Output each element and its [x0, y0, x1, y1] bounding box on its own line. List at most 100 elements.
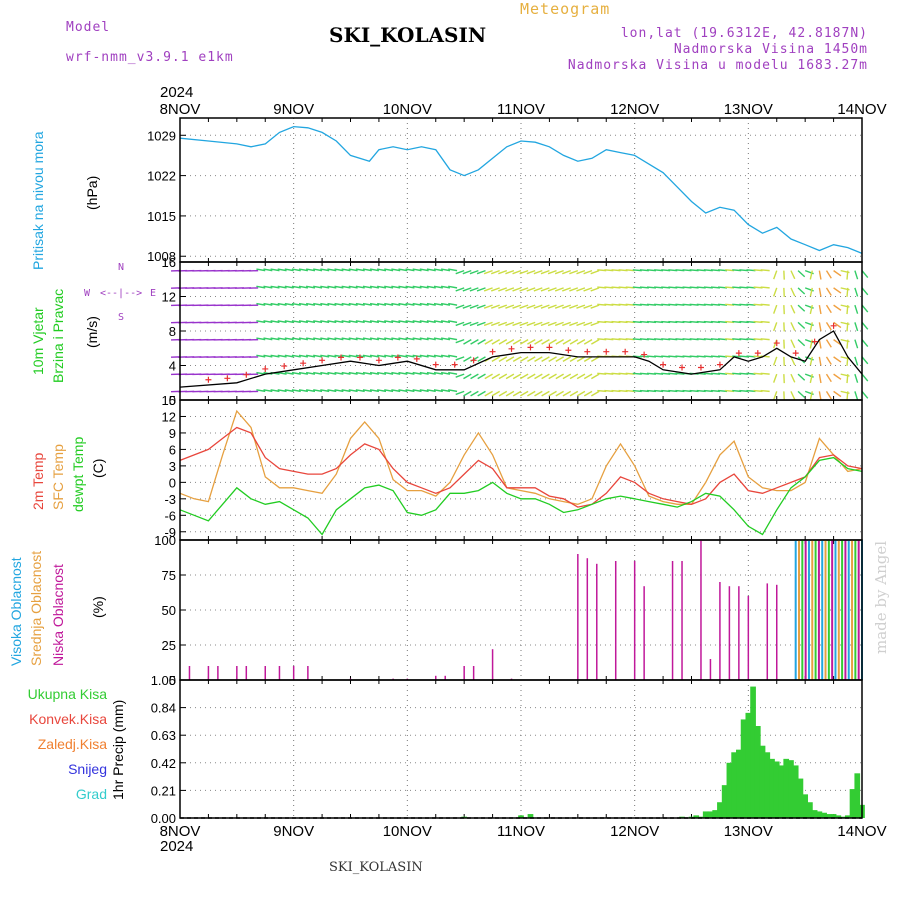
wind-barb [512, 287, 522, 292]
precip-bar [750, 686, 756, 818]
wind-barb [790, 356, 796, 366]
wind-barb [412, 302, 422, 306]
legend-total-rain: Ukupna Kisa [27, 686, 107, 702]
wind-barb [534, 390, 543, 397]
wind-barb [825, 373, 832, 383]
wind-barb [833, 321, 842, 329]
wind-barb [426, 320, 436, 324]
wind-barb [419, 337, 429, 341]
wind-barb [313, 354, 323, 358]
wind-barb [818, 339, 822, 349]
wind-barb [284, 268, 294, 272]
wind-barb [455, 338, 465, 344]
dewpt-line [179, 456, 863, 536]
wind-barb [534, 356, 543, 362]
temperature-ytick-label: 0 [169, 475, 176, 490]
wind-barb [760, 269, 770, 272]
wind-barb [470, 390, 479, 397]
wind-barb [498, 304, 508, 309]
wind-barb [590, 321, 600, 327]
wind-barb [591, 339, 600, 345]
wind-barb [854, 270, 859, 280]
wind-gust-mark [489, 348, 496, 355]
wind-barb [355, 389, 365, 393]
legend-frozen-rain: Zaledj.Kisa [37, 736, 107, 752]
wind-barb [519, 390, 529, 397]
wind-barb [462, 287, 472, 292]
wind-barb [797, 304, 806, 312]
wind-barb [426, 354, 436, 358]
wind-barb [809, 270, 813, 280]
wind-barb [797, 390, 806, 398]
wind-barb [327, 337, 337, 341]
wind-barb [448, 371, 458, 375]
precip-frame [179, 679, 863, 819]
wind-barb [277, 354, 287, 358]
wind-barb [298, 285, 308, 289]
wind-barb [797, 373, 806, 381]
precip-bar [783, 758, 790, 818]
wind-gust-mark [224, 375, 231, 382]
legend-graupel: Grad [75, 786, 107, 802]
wind-barb [426, 268, 436, 272]
precip-bar [811, 810, 818, 818]
wind-barb [377, 389, 387, 393]
wind-barb [833, 390, 842, 398]
wind-barb [854, 304, 859, 314]
wind-barb [320, 268, 330, 272]
elevation-label: Nadmorska Visina 1450m [673, 42, 868, 57]
wind-barb [448, 285, 458, 289]
wind-barb [760, 320, 770, 324]
wind-barb [291, 320, 301, 324]
wind-barb [498, 269, 508, 275]
wind-barb [377, 320, 387, 324]
precip-bar [792, 765, 799, 818]
wind-barb [512, 339, 522, 345]
wind-barb [554, 269, 564, 275]
precip-bar [702, 811, 709, 818]
temperature-ytick-label: 3 [169, 459, 176, 474]
wind-barb [355, 371, 365, 375]
wind-barb [861, 321, 869, 330]
wind-barb [476, 287, 486, 292]
wind-barb [760, 355, 770, 358]
wind-barb [790, 270, 796, 280]
pressure-line [179, 125, 863, 255]
wind-barb [320, 320, 330, 324]
wind-gust-mark [546, 344, 553, 351]
wind-barb [548, 390, 557, 397]
temp2m-line [179, 426, 863, 508]
wind-barb [341, 389, 351, 393]
wind-barb [348, 268, 358, 272]
wind-barb [484, 339, 493, 345]
wind-barb [405, 389, 415, 393]
wind-barb [818, 391, 822, 401]
wind-barb [334, 320, 344, 324]
wind-barb [541, 356, 550, 362]
wind-gust-mark [281, 363, 288, 370]
wind-barb [583, 287, 593, 292]
wind-barb [547, 321, 557, 327]
wind-barb [433, 320, 443, 324]
wind-barb [433, 285, 443, 289]
wind-barb [533, 321, 543, 327]
wind-barb [809, 391, 813, 401]
wind-barb [505, 304, 515, 309]
wind-barb [484, 390, 493, 397]
wind-barb [440, 268, 451, 272]
wind-barb [854, 356, 859, 366]
cloud-ytick-label: 50 [162, 603, 176, 618]
wind-barb [398, 268, 408, 272]
wind-barb [334, 302, 344, 306]
wind-barb [484, 373, 493, 380]
wind-barb [790, 322, 796, 331]
precip-bar [849, 789, 856, 818]
wind-barb [291, 354, 301, 358]
wind-barb [833, 304, 842, 311]
wind-barb [825, 339, 832, 348]
x-tick-label-bottom: 9NOV [273, 823, 314, 840]
wind-barb [277, 389, 287, 393]
wind-gust-mark [716, 361, 723, 368]
wind-barb [519, 356, 529, 362]
wind-barb [470, 373, 479, 380]
